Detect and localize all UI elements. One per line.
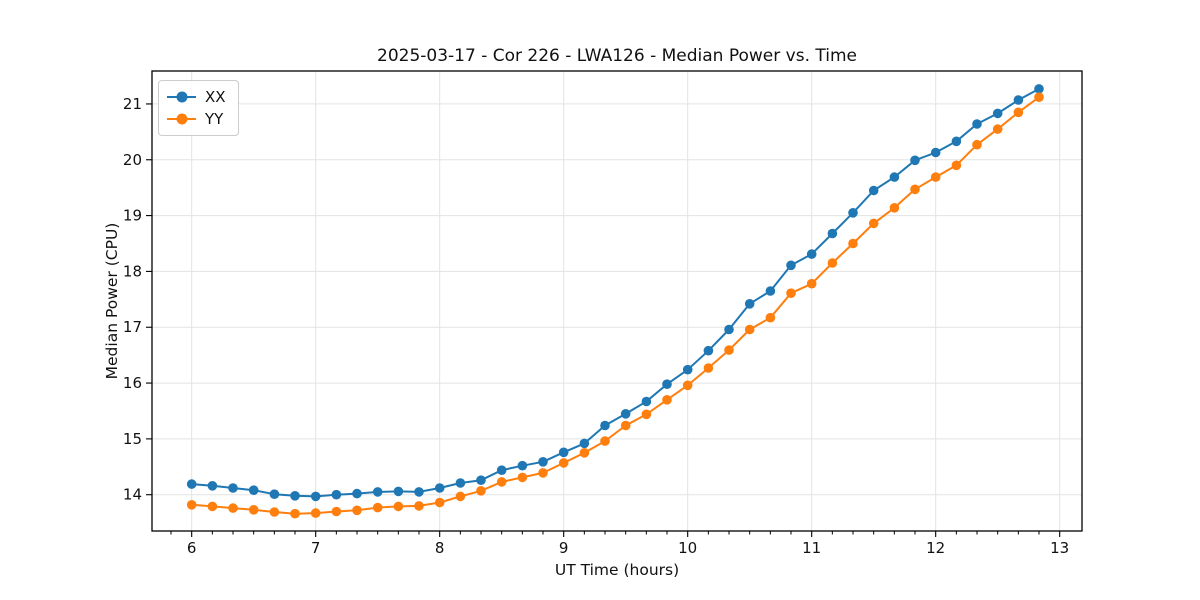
legend-item-yy: YY xyxy=(167,108,226,130)
svg-text:8: 8 xyxy=(435,539,445,557)
svg-text:20: 20 xyxy=(123,151,142,169)
svg-text:13: 13 xyxy=(1050,539,1069,557)
chart-title: 2025-03-17 - Cor 226 - LWA126 - Median P… xyxy=(377,46,857,66)
legend-line-sample-yy xyxy=(167,113,196,125)
svg-text:17: 17 xyxy=(123,318,142,336)
svg-text:9: 9 xyxy=(559,539,569,557)
svg-text:11: 11 xyxy=(802,539,821,557)
legend-line-sample-xx xyxy=(167,91,196,103)
y-axis-label: Median Power (CPU) xyxy=(103,222,121,380)
svg-text:21: 21 xyxy=(123,95,142,113)
svg-text:15: 15 xyxy=(123,430,142,448)
svg-text:18: 18 xyxy=(123,262,142,280)
legend-label-xx: XX xyxy=(205,88,226,106)
svg-text:14: 14 xyxy=(123,486,142,504)
svg-text:6: 6 xyxy=(187,539,197,557)
legend-item-xx: XX xyxy=(167,86,226,108)
x-axis-label: UT Time (hours) xyxy=(554,561,680,579)
svg-text:12: 12 xyxy=(926,539,945,557)
svg-text:10: 10 xyxy=(678,539,697,557)
legend-marker-icon xyxy=(176,113,187,125)
svg-text:16: 16 xyxy=(123,374,142,392)
legend-marker-icon xyxy=(176,91,187,103)
legend-label-yy: YY xyxy=(205,110,224,128)
legend: XX YY xyxy=(158,80,239,136)
svg-text:7: 7 xyxy=(311,539,321,557)
svg-text:19: 19 xyxy=(123,207,142,225)
